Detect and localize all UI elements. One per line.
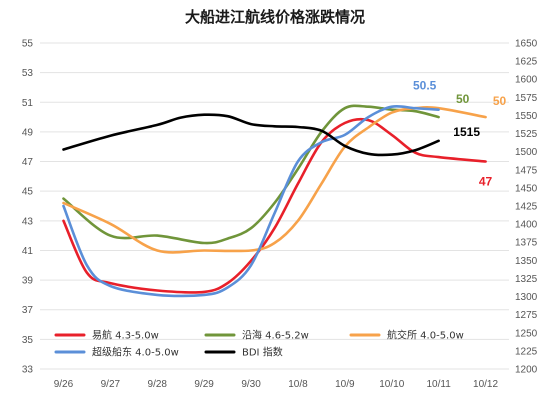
legend-label-3: 超级船东 4.0-5.0w	[92, 346, 179, 359]
x-tick-label: 9/27	[101, 379, 121, 390]
y-right-tick-label: 1375	[515, 238, 538, 249]
series-line-0	[62, 117, 487, 294]
y-right-tick-label: 1550	[515, 111, 538, 122]
y-right-tick-label: 1525	[515, 129, 538, 140]
x-tick-label: 9/28	[148, 379, 168, 390]
end-label-2: 50	[493, 94, 507, 108]
y-left-tick-label: 43	[22, 216, 34, 227]
y-left-tick-label: 35	[22, 335, 34, 346]
y-left-tick-label: 47	[22, 157, 34, 168]
chart-title: 大船进江航线价格涨跌情况	[185, 8, 365, 26]
y-right-tick-label: 1300	[515, 292, 538, 303]
y-left-tick-label: 33	[22, 365, 34, 376]
legend-label-4: BDI 指数	[242, 346, 283, 359]
y-right-tick-label: 1200	[515, 365, 538, 376]
y-right-tick-label: 1250	[515, 328, 538, 339]
y-left-tick-label: 41	[22, 246, 34, 257]
y-right-tick-label: 1350	[515, 256, 538, 267]
x-tick-label: 10/8	[288, 379, 308, 390]
series-line-4	[62, 113, 440, 157]
series-line-2	[62, 106, 487, 254]
end-label-3: 50.5	[413, 79, 437, 93]
series-line-3	[62, 104, 440, 298]
series-lines: 47 50 50 50.5 1515	[62, 79, 507, 298]
y-right-tick-label: 1450	[515, 183, 538, 194]
legend-label-2: 航交所 4.0-5.0w	[387, 329, 464, 342]
y-left-tick-label: 51	[22, 98, 34, 109]
end-label-1: 50	[456, 92, 470, 106]
y-right-tick-label: 1475	[515, 165, 538, 176]
y-right-tick-label: 1650	[515, 39, 538, 50]
y-right-tick-label: 1425	[515, 202, 538, 213]
y-left-tick-label: 55	[22, 39, 34, 50]
y-right-tick-label: 1400	[515, 220, 538, 231]
x-tick-label: 9/29	[194, 379, 214, 390]
y-left-tick-label: 37	[22, 305, 34, 316]
y-right-tick-label: 1600	[515, 75, 538, 86]
y-right-tick-label: 1625	[515, 57, 538, 68]
x-tick-label: 10/12	[473, 379, 498, 390]
axes: 33 35 37 39 41 43 45 47 49 51 53 55 1200 1225 1250 1275…	[22, 39, 538, 391]
y-right-tick-label: 1500	[515, 147, 538, 158]
x-tick-label: 9/26	[54, 379, 74, 390]
end-label-4: 1515	[453, 125, 480, 139]
y-left-tick-label: 53	[22, 68, 34, 79]
gridlines	[40, 42, 509, 370]
y-left-tick-label: 45	[22, 187, 34, 198]
x-tick-label: 10/11	[427, 379, 452, 390]
legend: 易航 4.3-5.0w 沿海 4.6-5.2w 航交所 4.0-5.0w 超级船东 4…	[54, 329, 464, 359]
legend-label-0: 易航 4.3-5.0w	[92, 329, 159, 342]
y-left-tick-label: 39	[22, 276, 34, 287]
end-label-0: 47	[479, 175, 493, 189]
legend-label-1: 沿海 4.6-5.2w	[242, 329, 309, 342]
y-right-tick-label: 1275	[515, 310, 538, 321]
y-right-tick-label: 1225	[515, 346, 538, 357]
y-left-tick-label: 49	[22, 127, 34, 138]
x-tick-label: 9/30	[241, 379, 261, 390]
x-tick-label: 10/10	[379, 379, 404, 390]
x-tick-label: 10/9	[335, 379, 355, 390]
y-right-tick-label: 1575	[515, 93, 538, 104]
y-right-tick-label: 1325	[515, 274, 538, 285]
